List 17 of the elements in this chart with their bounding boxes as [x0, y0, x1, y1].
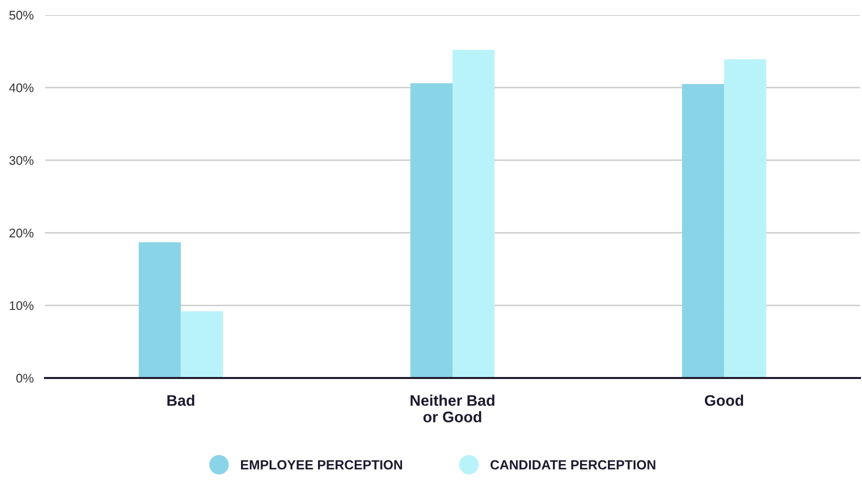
y-tick-label: 40%: [9, 83, 34, 92]
bar: [410, 83, 452, 378]
legend-label: EMPLOYEE PERCEPTION: [241, 460, 402, 470]
bar: [724, 59, 766, 378]
bar: [682, 84, 724, 378]
bar: [452, 50, 495, 378]
x-tick-label: Neither Bad or Good: [410, 394, 494, 422]
y-tick-label: 30%: [9, 156, 34, 165]
legend-label: CANDIDATE PERCEPTION: [490, 460, 656, 470]
y-tick-label: 0%: [16, 374, 34, 383]
x-tick-label: Bad: [167, 394, 194, 406]
y-tick-label: 20%: [10, 228, 34, 238]
bar: [138, 242, 181, 378]
y-tick-label: 50%: [9, 10, 34, 20]
y-tick-label: 10%: [10, 301, 34, 310]
x-tick-label: Good: [704, 394, 744, 406]
bar: [180, 311, 223, 378]
